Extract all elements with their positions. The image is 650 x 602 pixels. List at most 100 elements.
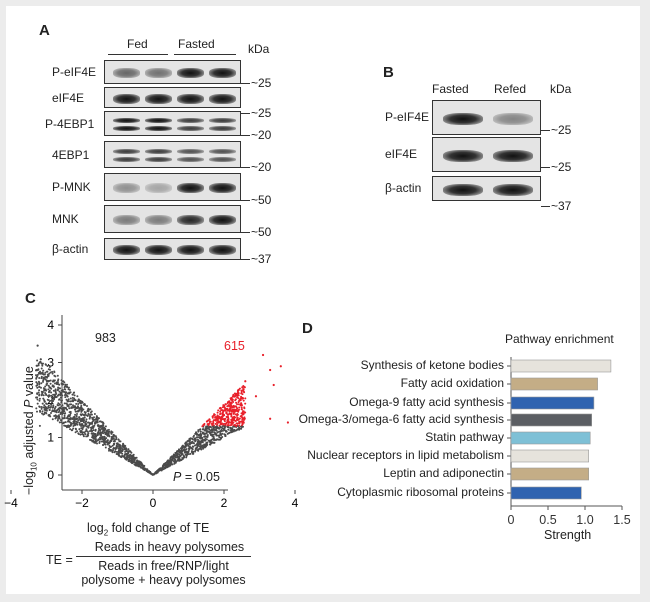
- group-fasted: Fasted: [432, 82, 469, 96]
- volcano-point: [193, 437, 196, 440]
- volcano-point: [114, 450, 117, 453]
- group-refed: Refed: [494, 82, 527, 96]
- significant-point: [240, 397, 242, 400]
- volcano-point: [41, 410, 44, 413]
- volcano-point: [55, 392, 58, 395]
- significant-point: [234, 413, 237, 416]
- volcano-point: [201, 438, 204, 441]
- volcano-point: [80, 414, 83, 417]
- volcano-point: [237, 425, 239, 428]
- volcano-point: [73, 416, 76, 419]
- volcano-point: [116, 453, 119, 456]
- volcano-point: [62, 383, 65, 386]
- volcano-point: [212, 435, 215, 438]
- volcano-point: [188, 448, 191, 451]
- significant-point: [219, 417, 222, 420]
- volcano-point: [104, 443, 107, 446]
- volcano-point: [52, 405, 55, 408]
- volcano-point: [75, 402, 78, 405]
- volcano-point: [185, 456, 188, 459]
- volcano-point: [48, 366, 51, 368]
- significant-point: [224, 417, 227, 420]
- volcano-point: [73, 421, 76, 424]
- significant-point: [221, 412, 224, 415]
- volcano-point: [45, 389, 48, 392]
- volcano-point: [101, 435, 104, 438]
- protein-band: [145, 245, 172, 255]
- volcano-point: [96, 420, 99, 423]
- volcano-point: [153, 472, 156, 475]
- volcano-point: [74, 399, 77, 402]
- volcano-point: [191, 438, 194, 441]
- volcano-point: [69, 400, 72, 403]
- volcano-point: [51, 380, 54, 383]
- te-denominator-1: Reads in free/RNP/light: [98, 559, 229, 573]
- volcano-point: [44, 405, 47, 408]
- volcano-point: [100, 436, 103, 439]
- volcano-point: [35, 376, 38, 379]
- volcano-point: [53, 415, 56, 417]
- volcano-point: [110, 430, 113, 433]
- volcano-point: [61, 389, 64, 392]
- significant-point: [232, 401, 235, 403]
- volcano-point: [35, 381, 38, 384]
- volcano-point: [63, 414, 66, 417]
- significant-point: [219, 407, 221, 410]
- volcano-point: [240, 427, 243, 430]
- volcano-point: [111, 436, 114, 439]
- significant-point: [214, 416, 217, 418]
- volcano-point: [205, 430, 208, 433]
- kda-marker: ~25: [541, 160, 571, 174]
- volcano-point: [83, 411, 86, 413]
- volcano-point: [238, 427, 241, 430]
- volcano-point: [209, 425, 212, 428]
- significant-point: [243, 418, 246, 421]
- volcano-point: [66, 400, 69, 403]
- volcano-point: [211, 429, 214, 432]
- protein-band: [113, 245, 140, 255]
- volcano-point: [66, 417, 69, 420]
- volcano-point: [67, 404, 70, 407]
- protein-band: [209, 125, 236, 131]
- volcano-point: [119, 449, 122, 452]
- volcano-point: [38, 377, 41, 379]
- volcano-point: [93, 441, 96, 444]
- significant-point: [240, 389, 243, 392]
- volcano-point: [204, 445, 207, 448]
- volcano-point: [38, 397, 41, 400]
- volcano-point: [76, 423, 79, 426]
- significant-point: [240, 402, 243, 405]
- volcano-point: [74, 408, 76, 411]
- volcano-point: [164, 466, 167, 469]
- volcano-point: [197, 448, 200, 451]
- western-blot-2: [104, 111, 241, 136]
- x-tick-label: 1.0: [576, 513, 593, 527]
- significant-point: [227, 420, 230, 423]
- volcano-point: [63, 402, 66, 405]
- protein-band: [209, 117, 236, 123]
- volcano-point: [106, 441, 109, 444]
- volcano-point: [50, 387, 53, 390]
- volcano-point: [98, 440, 101, 443]
- volcano-point: [85, 418, 88, 421]
- significant-point: [214, 418, 217, 421]
- significant-point: [219, 421, 222, 424]
- protein-band: [145, 148, 172, 154]
- volcano-point: [56, 404, 59, 406]
- volcano-point: [142, 465, 145, 468]
- significant-point: [220, 409, 223, 412]
- volcano-point: [198, 443, 200, 446]
- volcano-point: [116, 442, 119, 445]
- kda-marker: ~25: [241, 106, 271, 120]
- significant-point: [216, 411, 219, 414]
- volcano-point: [199, 430, 202, 433]
- volcano-point: [60, 421, 63, 424]
- volcano-point: [89, 422, 92, 425]
- volcano-point: [216, 438, 218, 441]
- volcano-point: [125, 458, 127, 461]
- volcano-point: [121, 447, 123, 450]
- volcano-point: [210, 433, 213, 436]
- volcano-point: [59, 387, 61, 390]
- volcano-point: [80, 402, 82, 405]
